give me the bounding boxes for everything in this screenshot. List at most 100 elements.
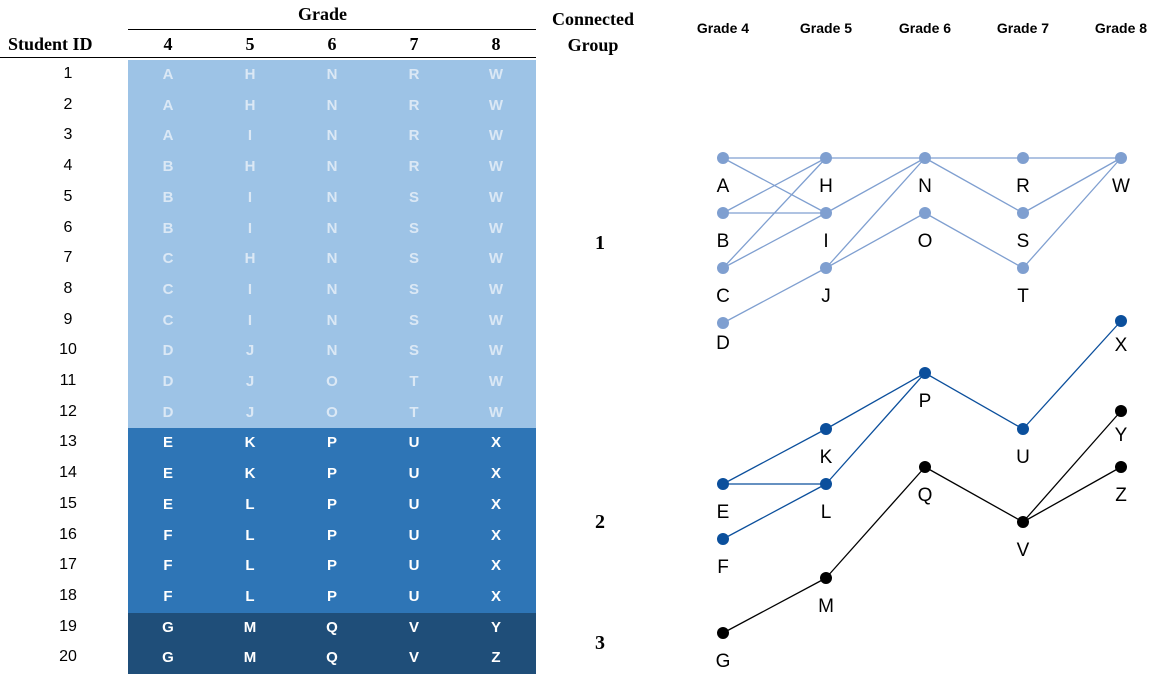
grade-cell: N <box>326 219 338 237</box>
grade-cell: N <box>326 250 338 268</box>
student-id-cell: 15 <box>59 494 77 512</box>
student-id-cell: 1 <box>63 65 73 82</box>
grade-cell: H <box>244 66 256 83</box>
grade-cell: V <box>408 649 419 667</box>
grade-cell: U <box>408 557 420 575</box>
node-j <box>820 262 832 274</box>
edge-c-h <box>722 157 827 269</box>
grade-cell: U <box>408 465 420 483</box>
node-label: A <box>717 176 730 197</box>
diagram-grade-header: Grade 8 <box>1094 20 1148 36</box>
grade-cell: F <box>163 587 173 605</box>
node-y <box>1115 405 1127 417</box>
grade-cell: N <box>326 127 338 145</box>
grade-col-header: 5 <box>245 34 255 54</box>
node-k <box>820 423 832 435</box>
grade-cell: C <box>162 250 174 268</box>
grade-cell: I <box>247 311 253 329</box>
edge-c-i <box>722 212 827 269</box>
node-g <box>717 627 729 639</box>
node-q <box>919 461 931 473</box>
grade-cell: I <box>247 127 253 145</box>
student-id-cell: 9 <box>63 310 73 328</box>
grade-cell: I <box>247 188 253 206</box>
diagram-grade-header: Grade 6 <box>898 20 952 36</box>
grade-col-header: 4 <box>163 34 173 54</box>
student-id-cell: 20 <box>59 648 77 666</box>
node-label: R <box>1016 176 1030 197</box>
grade-cell: L <box>245 526 255 544</box>
node-label: Z <box>1115 485 1127 506</box>
node-label: X <box>1115 335 1128 356</box>
grade-cell: C <box>162 280 174 298</box>
student-id-cell: 8 <box>63 279 73 297</box>
student-id-cell: 18 <box>59 586 77 604</box>
group-label: 1 <box>595 232 605 254</box>
connected-group-header-line1: Connected <box>552 9 634 29</box>
grade-cell: M <box>243 649 257 667</box>
grade-cell: W <box>488 250 504 268</box>
grade-cell: X <box>490 557 501 575</box>
grade-cell: W <box>488 373 504 390</box>
grade-cell: N <box>326 342 338 360</box>
grade-cell: K <box>244 434 256 452</box>
student-id-cell: 6 <box>63 218 73 236</box>
student-id-cell: 3 <box>63 126 73 144</box>
edge-v-z <box>1022 466 1122 523</box>
grade-cell: H <box>244 96 256 114</box>
grade-cell: H <box>244 250 256 268</box>
student-id-cell: 17 <box>59 556 77 574</box>
grade-cell: A <box>162 96 174 114</box>
node-d <box>717 317 729 329</box>
student-id-header: Student ID <box>8 34 93 54</box>
grade-cell: Q <box>326 618 338 636</box>
student-id-cell: 5 <box>63 187 73 205</box>
edge-o-t <box>924 212 1024 269</box>
node-h <box>820 152 832 164</box>
grade-cell: K <box>244 465 256 483</box>
grade-cell: I <box>247 219 253 237</box>
grade-cell: P <box>326 526 337 544</box>
node-label: E <box>717 502 730 523</box>
edge-a-i <box>722 157 827 214</box>
grade-cell: C <box>162 311 174 329</box>
grade-cell: W <box>488 403 504 421</box>
grade-cell: T <box>409 373 419 390</box>
grade-cell: N <box>326 280 338 298</box>
grade-cell: R <box>408 66 420 83</box>
diagram-grade-header: Grade 4 <box>696 20 750 36</box>
node-label: M <box>818 596 834 617</box>
connected-group-header-line2: Group <box>567 35 619 55</box>
diagram-grade-header: Grade 7 <box>996 20 1050 36</box>
grade-cell: U <box>408 526 420 544</box>
node-o <box>919 207 931 219</box>
node-label: F <box>717 557 729 578</box>
connected-group-header: Connected Group <box>548 6 638 58</box>
grade-cell: P <box>326 495 337 513</box>
node-label: U <box>1016 447 1030 468</box>
grade-cell: B <box>162 188 174 206</box>
node-label: G <box>716 651 731 672</box>
node-label: C <box>716 286 730 307</box>
grade-cell: X <box>490 587 501 605</box>
grade-cell: P <box>326 434 337 452</box>
edge-k-p <box>825 372 926 430</box>
student-id-cell: 2 <box>63 95 73 113</box>
grade-cell: E <box>162 495 173 513</box>
node-e <box>717 478 729 490</box>
grade-cell: G <box>162 649 174 667</box>
node-label: V <box>1017 540 1030 561</box>
grade-cell: W <box>488 280 504 298</box>
node-label: P <box>919 391 932 412</box>
edge-p-u <box>924 372 1024 430</box>
grade-cell: X <box>490 434 501 452</box>
grade-cell: X <box>490 526 501 544</box>
grade-cell: M <box>243 618 257 636</box>
student-id-cell: 13 <box>59 433 77 451</box>
grade-cell: W <box>488 66 504 83</box>
student-id-cell: 16 <box>59 525 77 543</box>
grade-cell: R <box>408 158 420 176</box>
grade-cell: F <box>163 526 173 544</box>
node-label: K <box>820 447 833 468</box>
grade-cell: W <box>488 96 504 114</box>
